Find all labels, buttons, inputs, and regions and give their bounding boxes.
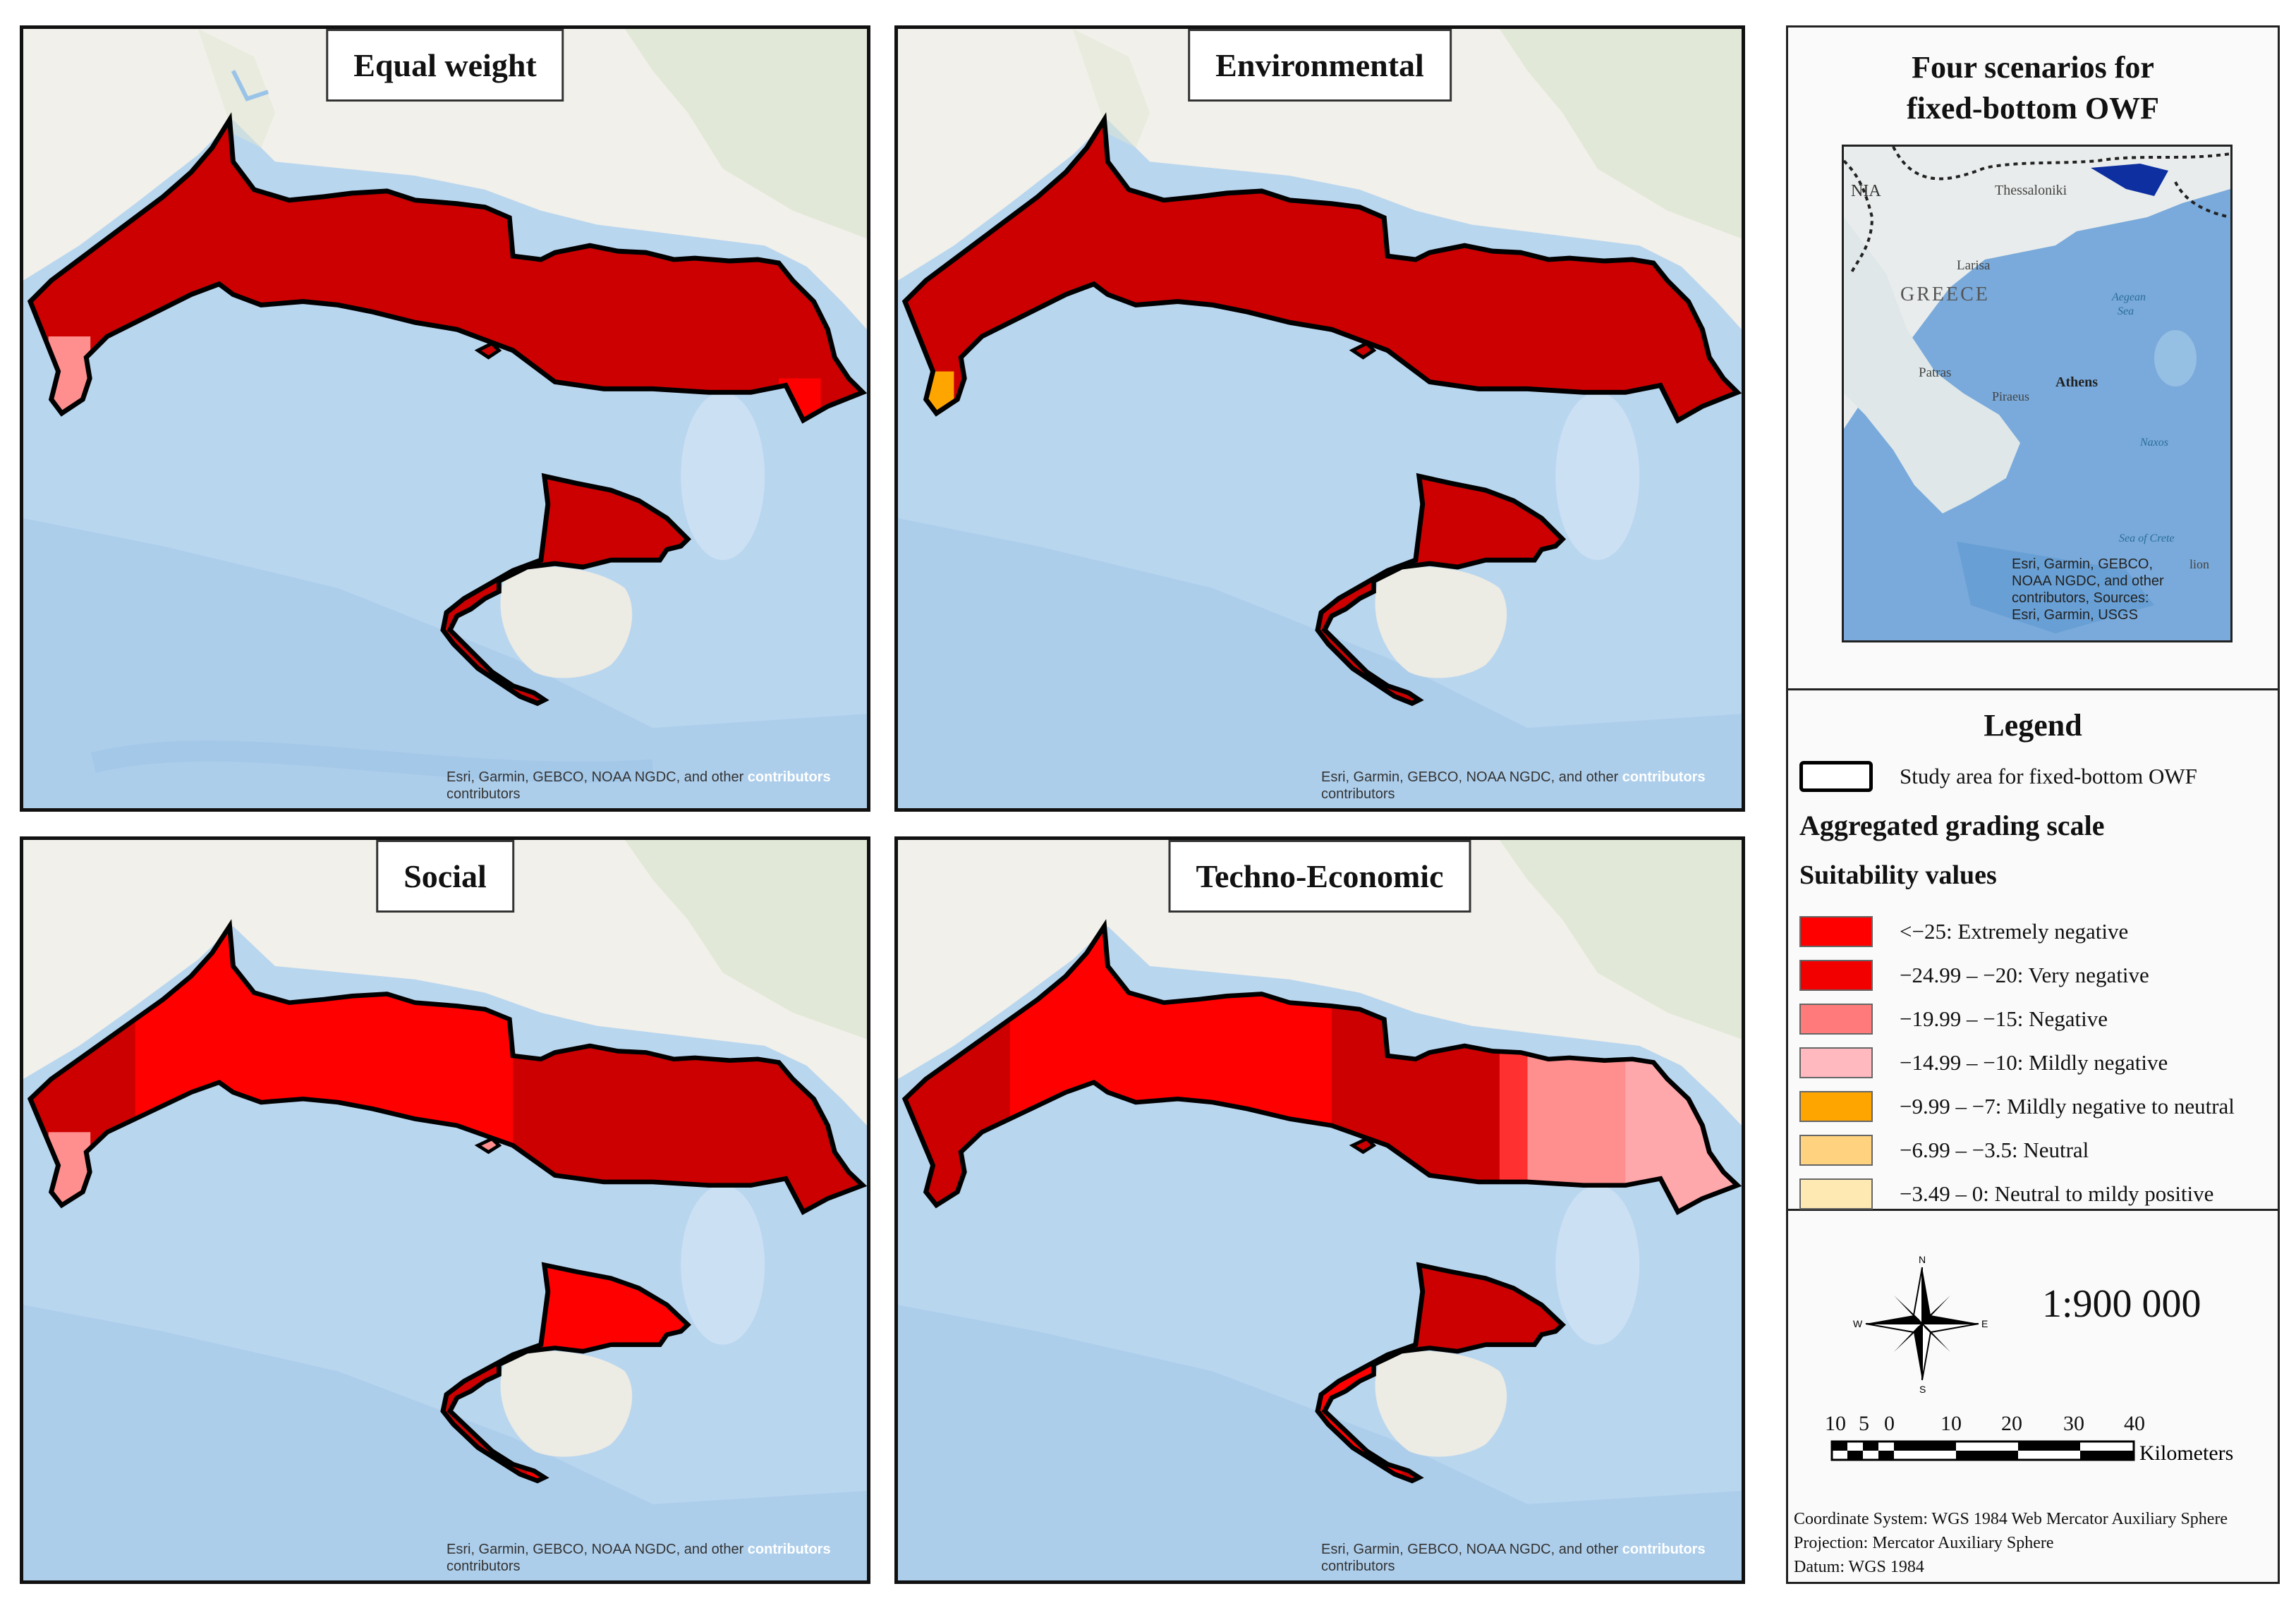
inset-label-sea: Sea — [2118, 305, 2134, 317]
inset-label-naxos: Naxos — [2139, 437, 2168, 449]
legend-class-swatch — [1799, 960, 1873, 991]
legend-class-label: −9.99 – −7: Mildly negative to neutral — [1900, 1094, 2235, 1119]
legend-class-row: <−25: Extremely negative — [1799, 916, 2128, 947]
datum: Datum: WGS 1984 — [1794, 1558, 1924, 1576]
scale-tick: 0 — [1884, 1412, 1895, 1435]
inset-label-piraeus: Piraeus — [1992, 389, 2029, 403]
inset-label-greece: GREECE — [1900, 284, 1990, 305]
inset-label-nia: NIA — [1851, 182, 1881, 200]
legend-class-row: −3.49 – 0: Neutral to mildy positive — [1799, 1178, 2213, 1209]
compass-n: N — [1919, 1254, 1926, 1265]
scale-unit: Kilometers — [2139, 1442, 2233, 1465]
inset-attribution: Esri, Garmin, GEBCO, NOAA NGDC, and othe… — [2012, 556, 2164, 623]
legend-class-swatch — [1799, 1135, 1873, 1166]
map-attribution: Esri, Garmin, GEBCO, NOAA NGDC, and othe… — [447, 769, 831, 802]
map-canvas — [23, 840, 867, 1580]
inset-label-lion: lion — [2189, 557, 2209, 571]
legend-section: Legend Study area for fixed-bottom OWF A… — [1788, 690, 2278, 1211]
legend-class-label: −24.99 – −20: Very negative — [1900, 963, 2149, 987]
overview-inset-map: NIA Thessaloniki Larisa GREECE Aegean Se… — [1842, 145, 2233, 642]
legend-study-area: Study area for fixed-bottom OWF — [1799, 761, 2197, 792]
map-attribution: Esri, Garmin, GEBCO, NOAA NGDC, and othe… — [1321, 769, 1706, 802]
scale-tick: 40 — [2124, 1412, 2145, 1435]
overview-title: Four scenarios for fixed-bottom OWF — [1906, 50, 2160, 126]
coordinate-system: Coordinate System: WGS 1984 Web Mercator… — [1794, 1510, 2228, 1528]
scale-ratio: 1:900 000 — [2042, 1282, 2201, 1326]
scale-tick: 30 — [2063, 1412, 2084, 1435]
compass-rose-icon: N S E W — [1852, 1253, 1993, 1395]
legend-class-label: −14.99 – −10: Mildly negative — [1900, 1050, 2168, 1075]
scale-section: N S E W 1:900 000 10 5 0 10 20 30 40 — [1788, 1211, 2278, 1586]
inset-label-athens: Athens — [2055, 374, 2098, 390]
inset-label-larisa: Larisa — [1957, 258, 1991, 273]
legend-class-label: −6.99 – −3.5: Neutral — [1900, 1138, 2089, 1162]
legend-class-row: −24.99 – −20: Very negative — [1799, 960, 2149, 991]
scale-tick: 5 — [1859, 1412, 1869, 1435]
legend-class-row: −14.99 – −10: Mildly negative — [1799, 1047, 2168, 1078]
scale-tick: 10 — [1940, 1412, 1962, 1435]
map-attribution: Esri, Garmin, GEBCO, NOAA NGDC, and othe… — [447, 1542, 831, 1574]
legend-class-swatch — [1799, 1047, 1873, 1078]
legend-class-label: −3.49 – 0: Neutral to mildy positive — [1900, 1181, 2214, 1206]
legend-class-row: −6.99 – −3.5: Neutral — [1799, 1135, 2089, 1166]
grading-scale-heading: Aggregated grading scale — [1799, 810, 2105, 841]
scale-bar: 10 5 0 10 20 30 40 Kilometers — [1825, 1405, 2290, 1482]
panel-title: Techno-Economic — [1168, 840, 1471, 913]
map-canvas — [898, 29, 1742, 808]
inset-map-canvas: NIA Thessaloniki Larisa GREECE Aegean Se… — [1844, 147, 2230, 640]
map-panel-environmental: Environmental Esri, Garmin, GEBCO, NOAA … — [894, 25, 1745, 812]
map-attribution: Esri, Garmin, GEBCO, NOAA NGDC, and othe… — [1321, 1542, 1706, 1574]
panel-title: Equal weight — [326, 29, 564, 102]
inset-label-aegean: Aegean — [2111, 291, 2146, 303]
map-sidebar: Four scenarios for fixed-bottom OWF NIA T… — [1786, 25, 2280, 1584]
map-canvas — [23, 29, 867, 808]
overview-section: Four scenarios for fixed-bottom OWF NIA T… — [1788, 28, 2278, 690]
inset-label-thessaloniki: Thessaloniki — [1995, 183, 2067, 198]
map-panel-techno-economic: Techno-Economic Esri, Garmin, GEBCO, NOA… — [894, 836, 1745, 1584]
legend-class-swatch — [1799, 1178, 1873, 1209]
compass-s: S — [1919, 1384, 1926, 1394]
map-canvas — [898, 840, 1742, 1580]
legend-title: Legend — [1984, 708, 2082, 743]
panel-title: Social — [376, 840, 514, 913]
legend-class-swatch — [1799, 1091, 1873, 1122]
legend-class-label: −19.99 – −15: Negative — [1900, 1006, 2108, 1031]
panel-title: Environmental — [1188, 29, 1452, 102]
scale-tick: 10 — [1825, 1412, 1846, 1435]
legend-class-swatch — [1799, 916, 1873, 947]
suitability-values-heading: Suitability values — [1799, 860, 1997, 890]
projection: Projection: Mercator Auxiliary Sphere — [1794, 1534, 2054, 1552]
scale-tick: 20 — [2001, 1412, 2022, 1435]
study-area-swatch — [1799, 761, 1873, 792]
inset-label-sea-of-crete: Sea of Crete — [2119, 532, 2175, 544]
legend-class-row: −19.99 – −15: Negative — [1799, 1004, 2108, 1035]
map-panel-equal-weight: Equal weight Esri, Garmin, GEBCO, NOAA N… — [20, 25, 870, 812]
legend-class-row: −9.99 – −7: Mildly negative to neutral — [1799, 1091, 2235, 1122]
legend-class-swatch — [1799, 1004, 1873, 1035]
inset-label-patras: Patras — [1919, 365, 1951, 380]
map-panel-social: Social Esri, Garmin, GEBCO, NOAA NGDC, a… — [20, 836, 870, 1584]
compass-e: E — [1981, 1318, 1988, 1329]
compass-w: W — [1853, 1318, 1863, 1329]
legend-class-label: <−25: Extremely negative — [1900, 919, 2129, 944]
